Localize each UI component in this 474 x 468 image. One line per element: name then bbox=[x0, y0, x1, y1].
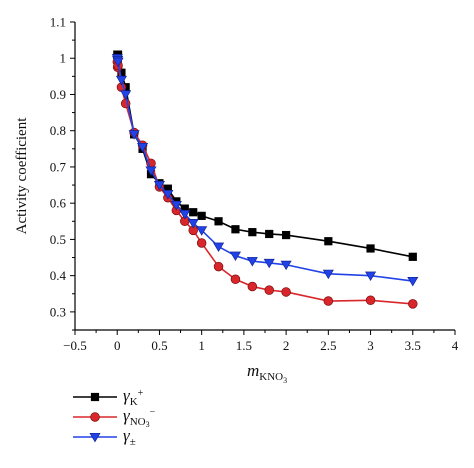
legend-label: γNO3− bbox=[123, 406, 156, 429]
data-point bbox=[323, 296, 334, 306]
series-triangle-down bbox=[111, 54, 419, 287]
data-point bbox=[365, 295, 376, 306]
ticks: −0.5 0 0.5 1 1.5 2 2.5 3 3.5 4 0.3 0.4 0.5 0.6 0.7 0.8 0… bbox=[50, 15, 459, 354]
data-point bbox=[365, 271, 377, 281]
y-tick-label: 0.6 bbox=[50, 196, 67, 211]
legend-item: γ± bbox=[73, 426, 136, 448]
data-point bbox=[263, 258, 275, 269]
x-tick-label: 0.5 bbox=[151, 338, 167, 353]
data-point bbox=[162, 190, 174, 200]
data-point bbox=[282, 230, 291, 240]
y-tick-label: 1 bbox=[60, 51, 67, 66]
data-point bbox=[196, 226, 208, 236]
data-point bbox=[213, 242, 225, 253]
axis-labels: Activity coefficient mKNO3 bbox=[14, 117, 287, 385]
data-point bbox=[265, 229, 274, 239]
data-point bbox=[280, 260, 292, 271]
data-point bbox=[247, 281, 258, 292]
data-point bbox=[281, 287, 291, 297]
data-point bbox=[246, 257, 258, 267]
data-point bbox=[408, 299, 418, 309]
series-square bbox=[113, 50, 417, 261]
y-tick-label: 1.1 bbox=[50, 15, 66, 30]
legend-item: γK+ bbox=[73, 386, 144, 408]
data-point bbox=[213, 261, 224, 272]
x-tick-label: 1 bbox=[198, 338, 205, 353]
x-tick-label: 0 bbox=[114, 338, 121, 353]
series-line bbox=[116, 58, 413, 282]
y-axis-label: Activity coefficient bbox=[14, 117, 30, 235]
x-tick-label: 4 bbox=[452, 338, 459, 353]
data-point bbox=[145, 166, 157, 176]
x-axis-label: mKNO3 bbox=[247, 361, 287, 385]
data-point bbox=[137, 142, 149, 153]
x-tick-label: 3 bbox=[367, 338, 374, 353]
x-tick-label: 2 bbox=[283, 338, 290, 353]
data-point bbox=[231, 225, 240, 234]
data-point bbox=[197, 211, 206, 220]
data-point bbox=[230, 274, 241, 285]
data-point bbox=[112, 57, 124, 68]
y-tick-label: 0.8 bbox=[50, 123, 66, 138]
data-point bbox=[179, 209, 191, 220]
x-tick-label: −0.5 bbox=[63, 338, 87, 353]
data-point bbox=[153, 181, 165, 191]
legend-item: γNO3− bbox=[73, 406, 156, 429]
data-point bbox=[408, 252, 417, 261]
y-tick-label: 0.7 bbox=[50, 159, 67, 174]
data-point bbox=[189, 208, 198, 217]
legend-marker bbox=[90, 412, 100, 422]
data-point bbox=[407, 277, 419, 287]
series-line bbox=[116, 54, 413, 258]
data-point bbox=[366, 244, 375, 253]
series-group bbox=[111, 50, 419, 309]
data-point bbox=[196, 238, 207, 248]
y-tick-label: 0.5 bbox=[50, 232, 66, 247]
legend-marker bbox=[90, 392, 100, 402]
data-point bbox=[248, 228, 257, 237]
data-point bbox=[229, 251, 241, 262]
y-tick-label: 0.3 bbox=[50, 304, 66, 319]
axes bbox=[74, 22, 455, 331]
data-point bbox=[214, 217, 223, 226]
y-tick-label: 0.4 bbox=[50, 268, 67, 283]
data-point bbox=[264, 285, 274, 295]
legend: γK+γNO3−γ± bbox=[73, 386, 156, 448]
legend-marker bbox=[89, 432, 101, 443]
legend-label: γK+ bbox=[123, 386, 144, 408]
data-point bbox=[170, 200, 182, 211]
data-point bbox=[324, 237, 333, 246]
legend-label: γ± bbox=[123, 426, 136, 448]
y-tick-label: 0.9 bbox=[50, 87, 66, 102]
x-tick-label: 1.5 bbox=[236, 338, 252, 353]
data-point bbox=[128, 130, 140, 140]
x-tick-label: 2.5 bbox=[320, 338, 336, 353]
x-tick-label: 3.5 bbox=[405, 338, 421, 353]
data-point bbox=[322, 269, 334, 280]
data-point bbox=[115, 75, 127, 86]
data-point bbox=[120, 90, 132, 100]
data-point bbox=[187, 219, 199, 229]
